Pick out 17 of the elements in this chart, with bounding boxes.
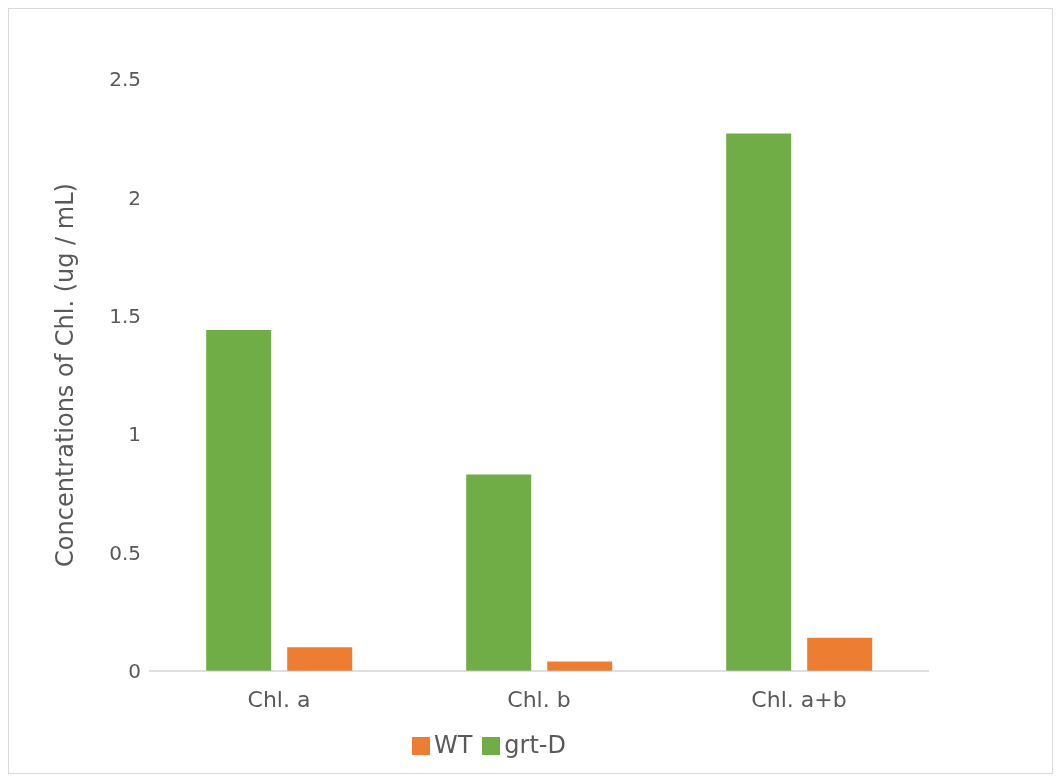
x-tick-label: Chl. b: [507, 686, 571, 712]
legend-label: grt-D: [504, 731, 567, 759]
bar: [726, 133, 792, 671]
x-tick-label: Chl. a+b: [751, 686, 847, 712]
y-tick-label: 1.5: [109, 303, 141, 328]
bar: [206, 330, 272, 671]
bar: [807, 637, 873, 671]
bar: [466, 474, 532, 671]
y-tick-label: 0.5: [109, 540, 141, 565]
legend-label: WT: [433, 731, 473, 759]
y-tick-label: 1: [128, 422, 141, 447]
y-tick-label: 2: [128, 185, 141, 210]
y-tick-label: 2.5: [109, 67, 141, 92]
y-axis-title: Concentrations of Chl. (ug / mL): [50, 183, 79, 567]
y-tick-label: 0: [128, 659, 141, 684]
bar: [287, 647, 353, 671]
x-tick-label: Chl. a: [247, 686, 311, 712]
